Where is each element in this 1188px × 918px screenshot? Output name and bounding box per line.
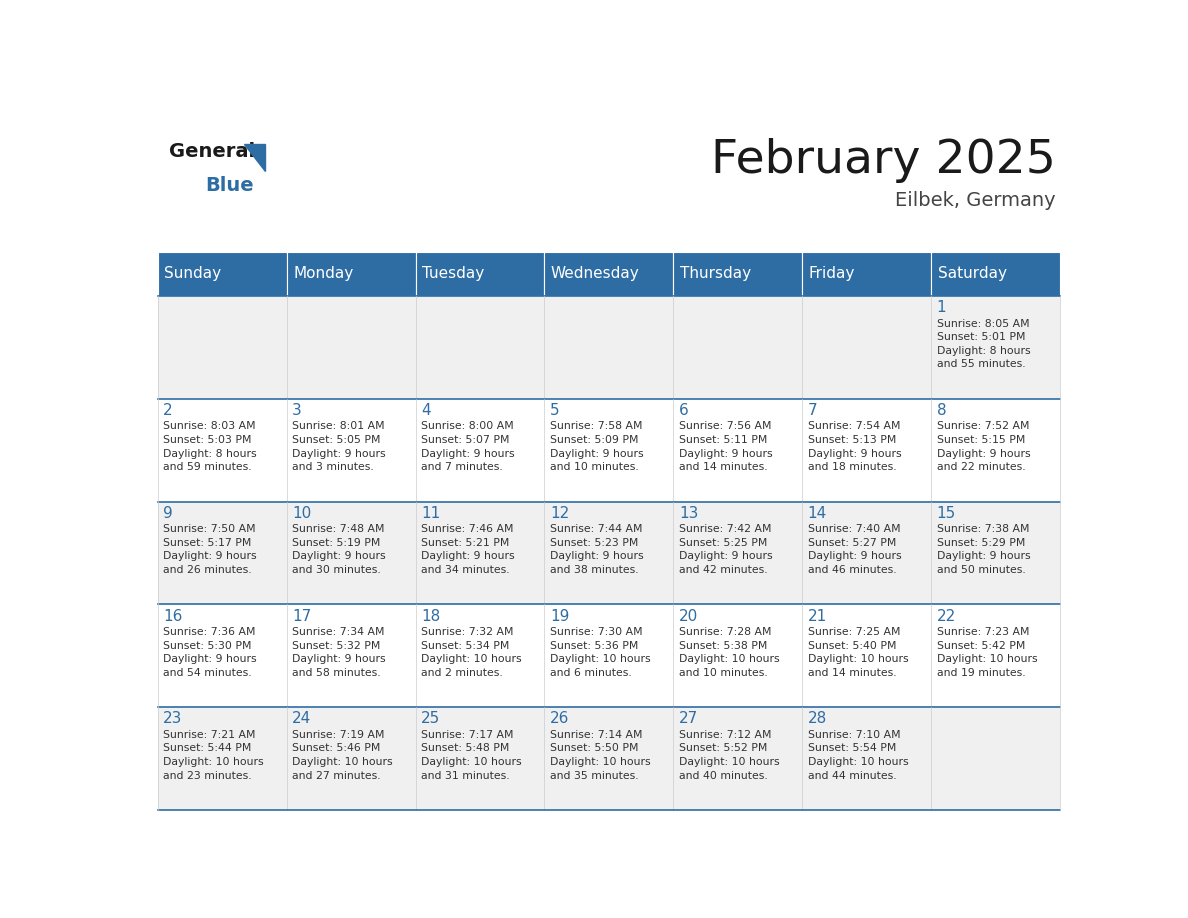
Text: Sunrise: 7:54 AM
Sunset: 5:13 PM
Daylight: 9 hours
and 18 minutes.: Sunrise: 7:54 AM Sunset: 5:13 PM Dayligh… [808,421,902,472]
Text: 1: 1 [936,300,947,315]
Text: Sunrise: 7:34 AM
Sunset: 5:32 PM
Daylight: 9 hours
and 58 minutes.: Sunrise: 7:34 AM Sunset: 5:32 PM Dayligh… [292,627,386,677]
Text: Sunrise: 7:14 AM
Sunset: 5:50 PM
Daylight: 10 hours
and 35 minutes.: Sunrise: 7:14 AM Sunset: 5:50 PM Dayligh… [550,730,651,780]
Text: Sunrise: 7:52 AM
Sunset: 5:15 PM
Daylight: 9 hours
and 22 minutes.: Sunrise: 7:52 AM Sunset: 5:15 PM Dayligh… [936,421,1030,472]
Text: 9: 9 [163,506,173,521]
Text: Sunday: Sunday [164,266,221,281]
Text: Sunrise: 8:01 AM
Sunset: 5:05 PM
Daylight: 9 hours
and 3 minutes.: Sunrise: 8:01 AM Sunset: 5:05 PM Dayligh… [292,421,386,472]
Text: Sunrise: 7:23 AM
Sunset: 5:42 PM
Daylight: 10 hours
and 19 minutes.: Sunrise: 7:23 AM Sunset: 5:42 PM Dayligh… [936,627,1037,677]
Text: 7: 7 [808,403,817,418]
Text: Sunrise: 8:00 AM
Sunset: 5:07 PM
Daylight: 9 hours
and 7 minutes.: Sunrise: 8:00 AM Sunset: 5:07 PM Dayligh… [421,421,514,472]
Text: 8: 8 [936,403,947,418]
Text: Monday: Monday [293,266,353,281]
Bar [802,252,931,297]
Text: 3: 3 [292,403,302,418]
Text: Sunrise: 7:19 AM
Sunset: 5:46 PM
Daylight: 10 hours
and 27 minutes.: Sunrise: 7:19 AM Sunset: 5:46 PM Dayligh… [292,730,393,780]
Text: Sunrise: 7:10 AM
Sunset: 5:54 PM
Daylight: 10 hours
and 44 minutes.: Sunrise: 7:10 AM Sunset: 5:54 PM Dayligh… [808,730,909,780]
Text: Tuesday: Tuesday [422,266,485,281]
Text: 26: 26 [550,711,569,726]
Text: Sunrise: 7:58 AM
Sunset: 5:09 PM
Daylight: 9 hours
and 10 minutes.: Sunrise: 7:58 AM Sunset: 5:09 PM Dayligh… [550,421,644,472]
Text: Sunrise: 7:38 AM
Sunset: 5:29 PM
Daylight: 9 hours
and 50 minutes.: Sunrise: 7:38 AM Sunset: 5:29 PM Dayligh… [936,524,1030,575]
Bar [416,252,544,297]
Text: Sunrise: 7:48 AM
Sunset: 5:19 PM
Daylight: 9 hours
and 30 minutes.: Sunrise: 7:48 AM Sunset: 5:19 PM Dayligh… [292,524,386,575]
Text: Sunrise: 7:32 AM
Sunset: 5:34 PM
Daylight: 10 hours
and 2 minutes.: Sunrise: 7:32 AM Sunset: 5:34 PM Dayligh… [421,627,522,677]
Text: 2: 2 [163,403,173,418]
Text: Sunrise: 7:56 AM
Sunset: 5:11 PM
Daylight: 9 hours
and 14 minutes.: Sunrise: 7:56 AM Sunset: 5:11 PM Dayligh… [678,421,772,472]
Text: Sunrise: 7:42 AM
Sunset: 5:25 PM
Daylight: 9 hours
and 42 minutes.: Sunrise: 7:42 AM Sunset: 5:25 PM Dayligh… [678,524,772,575]
Text: Friday: Friday [809,266,855,281]
Bar [158,297,1060,398]
Text: Eilbek, Germany: Eilbek, Germany [895,192,1055,210]
Text: 15: 15 [936,506,956,521]
Text: Sunrise: 7:36 AM
Sunset: 5:30 PM
Daylight: 9 hours
and 54 minutes.: Sunrise: 7:36 AM Sunset: 5:30 PM Dayligh… [163,627,257,677]
Text: 10: 10 [292,506,311,521]
Polygon shape [245,144,265,171]
Text: 4: 4 [421,403,431,418]
Text: Sunrise: 7:30 AM
Sunset: 5:36 PM
Daylight: 10 hours
and 6 minutes.: Sunrise: 7:30 AM Sunset: 5:36 PM Dayligh… [550,627,651,677]
Text: Sunrise: 8:03 AM
Sunset: 5:03 PM
Daylight: 8 hours
and 59 minutes.: Sunrise: 8:03 AM Sunset: 5:03 PM Dayligh… [163,421,257,472]
Text: General: General [169,142,255,161]
Text: 12: 12 [550,506,569,521]
Bar [286,252,416,297]
Text: 25: 25 [421,711,441,726]
Text: Sunrise: 8:05 AM
Sunset: 5:01 PM
Daylight: 8 hours
and 55 minutes.: Sunrise: 8:05 AM Sunset: 5:01 PM Dayligh… [936,319,1030,369]
Text: Sunrise: 7:17 AM
Sunset: 5:48 PM
Daylight: 10 hours
and 31 minutes.: Sunrise: 7:17 AM Sunset: 5:48 PM Dayligh… [421,730,522,780]
Text: 23: 23 [163,711,183,726]
Text: 28: 28 [808,711,827,726]
Text: Wednesday: Wednesday [551,266,639,281]
Text: 17: 17 [292,609,311,623]
Text: 22: 22 [936,609,956,623]
Text: 11: 11 [421,506,441,521]
Text: 5: 5 [550,403,560,418]
Text: Saturday: Saturday [937,266,1006,281]
Text: 19: 19 [550,609,569,623]
Text: Sunrise: 7:40 AM
Sunset: 5:27 PM
Daylight: 9 hours
and 46 minutes.: Sunrise: 7:40 AM Sunset: 5:27 PM Dayligh… [808,524,902,575]
Text: 24: 24 [292,711,311,726]
Bar [931,252,1060,297]
Text: Sunrise: 7:21 AM
Sunset: 5:44 PM
Daylight: 10 hours
and 23 minutes.: Sunrise: 7:21 AM Sunset: 5:44 PM Dayligh… [163,730,264,780]
Text: Sunrise: 7:12 AM
Sunset: 5:52 PM
Daylight: 10 hours
and 40 minutes.: Sunrise: 7:12 AM Sunset: 5:52 PM Dayligh… [678,730,779,780]
Bar [674,252,802,297]
Bar [158,604,1060,707]
Text: February 2025: February 2025 [710,139,1055,184]
Text: Sunrise: 7:28 AM
Sunset: 5:38 PM
Daylight: 10 hours
and 10 minutes.: Sunrise: 7:28 AM Sunset: 5:38 PM Dayligh… [678,627,779,677]
Text: Sunrise: 7:50 AM
Sunset: 5:17 PM
Daylight: 9 hours
and 26 minutes.: Sunrise: 7:50 AM Sunset: 5:17 PM Dayligh… [163,524,257,575]
Text: Thursday: Thursday [680,266,751,281]
Text: 21: 21 [808,609,827,623]
Text: Sunrise: 7:46 AM
Sunset: 5:21 PM
Daylight: 9 hours
and 34 minutes.: Sunrise: 7:46 AM Sunset: 5:21 PM Dayligh… [421,524,514,575]
Text: 14: 14 [808,506,827,521]
Text: Sunrise: 7:44 AM
Sunset: 5:23 PM
Daylight: 9 hours
and 38 minutes.: Sunrise: 7:44 AM Sunset: 5:23 PM Dayligh… [550,524,644,575]
Text: 27: 27 [678,711,699,726]
Bar [158,398,1060,501]
Bar [158,707,1060,810]
Bar [158,252,286,297]
Text: Blue: Blue [206,176,254,195]
Text: 13: 13 [678,506,699,521]
Bar [158,501,1060,604]
Text: 6: 6 [678,403,689,418]
Text: Sunrise: 7:25 AM
Sunset: 5:40 PM
Daylight: 10 hours
and 14 minutes.: Sunrise: 7:25 AM Sunset: 5:40 PM Dayligh… [808,627,909,677]
Bar [544,252,674,297]
Text: 16: 16 [163,609,183,623]
Text: 18: 18 [421,609,441,623]
Text: 20: 20 [678,609,699,623]
